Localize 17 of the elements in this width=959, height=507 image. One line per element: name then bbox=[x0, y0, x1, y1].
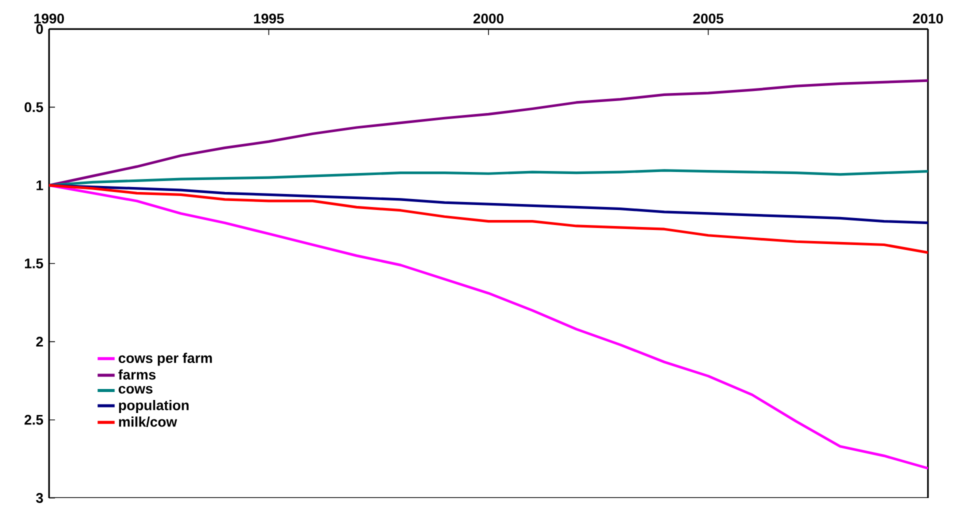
x-tick-label: 2000 bbox=[473, 14, 504, 24]
legend-label: cows bbox=[118, 386, 152, 394]
y-tick-label: 2 bbox=[36, 336, 43, 347]
legend-label: farms bbox=[118, 369, 156, 380]
legend-label: milk/cow bbox=[119, 416, 178, 427]
x-tick-label: 2005 bbox=[693, 14, 724, 24]
y-tick-label: 0.5 bbox=[24, 102, 44, 112]
y-tick-label: 2.5 bbox=[24, 414, 44, 425]
x-tick-label: 2010 bbox=[912, 14, 943, 24]
x-tick-label: 1990 bbox=[34, 14, 64, 24]
legend-label: cows per farm bbox=[118, 352, 212, 366]
y-tick-label: 3 bbox=[36, 493, 43, 503]
y-tick-label: 0 bbox=[36, 24, 43, 34]
y-tick-label: 1.5 bbox=[24, 258, 44, 268]
x-tick-label: 1995 bbox=[254, 14, 284, 24]
legend-label: population bbox=[119, 400, 189, 413]
y-tick-label: 1 bbox=[36, 180, 44, 190]
